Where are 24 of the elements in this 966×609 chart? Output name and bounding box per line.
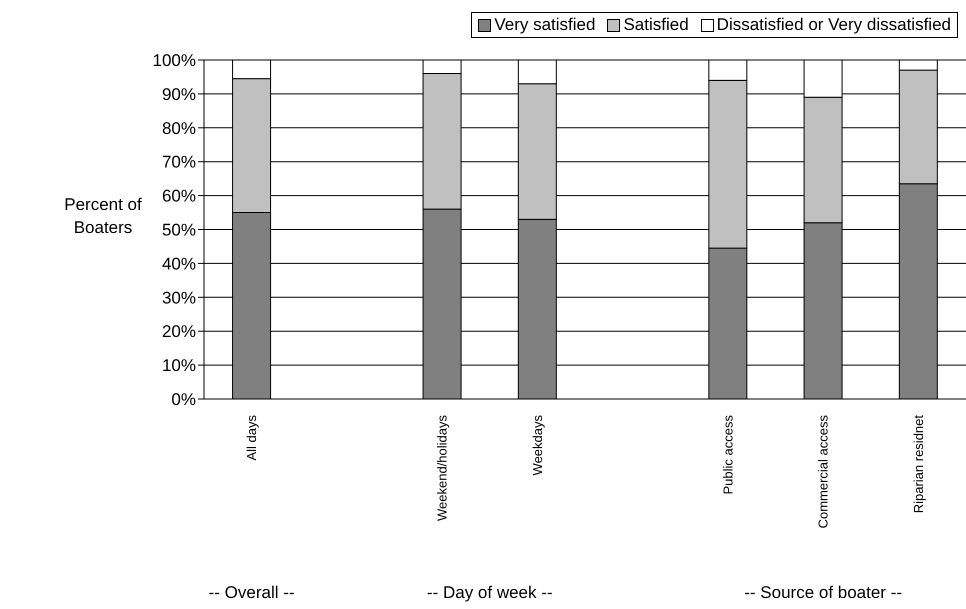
legend-label: Satisfied: [623, 15, 689, 35]
y-tick-label: 90%: [162, 84, 196, 104]
y-tick-label: 0%: [171, 390, 196, 410]
y-tick-label: 10%: [162, 356, 196, 376]
x-tick-label: Weekend/holidays: [434, 414, 450, 521]
y-tick-label: 70%: [162, 152, 196, 172]
y-tick-label: 40%: [162, 254, 196, 274]
text: -- Source of boater --: [743, 583, 904, 603]
x-tick-label: Weekdays: [530, 414, 545, 476]
y-tick-label: 100%: [152, 51, 196, 70]
legend-label: Dissatisfied or Very dissatisfied: [716, 15, 951, 35]
y-tick-label: 50%: [162, 220, 196, 240]
x-tick-label: Riparian residnet: [910, 414, 926, 514]
legend-label: Very satisfied: [494, 15, 596, 35]
x-tick-label: All days: [244, 414, 260, 461]
y-tick-label: 20%: [162, 322, 196, 342]
y-axis-title: Percent of Boaters: [63, 194, 143, 239]
x-tick-label: Public access: [720, 414, 736, 494]
x-tick-label: Commercial access: [816, 414, 831, 528]
y-tick-label: 30%: [162, 288, 196, 308]
y-tick-label: 80%: [162, 118, 196, 138]
text: -- Overall --: [208, 583, 296, 603]
text: -- Day of week --: [426, 583, 554, 603]
y-tick-label: 60%: [162, 186, 196, 206]
